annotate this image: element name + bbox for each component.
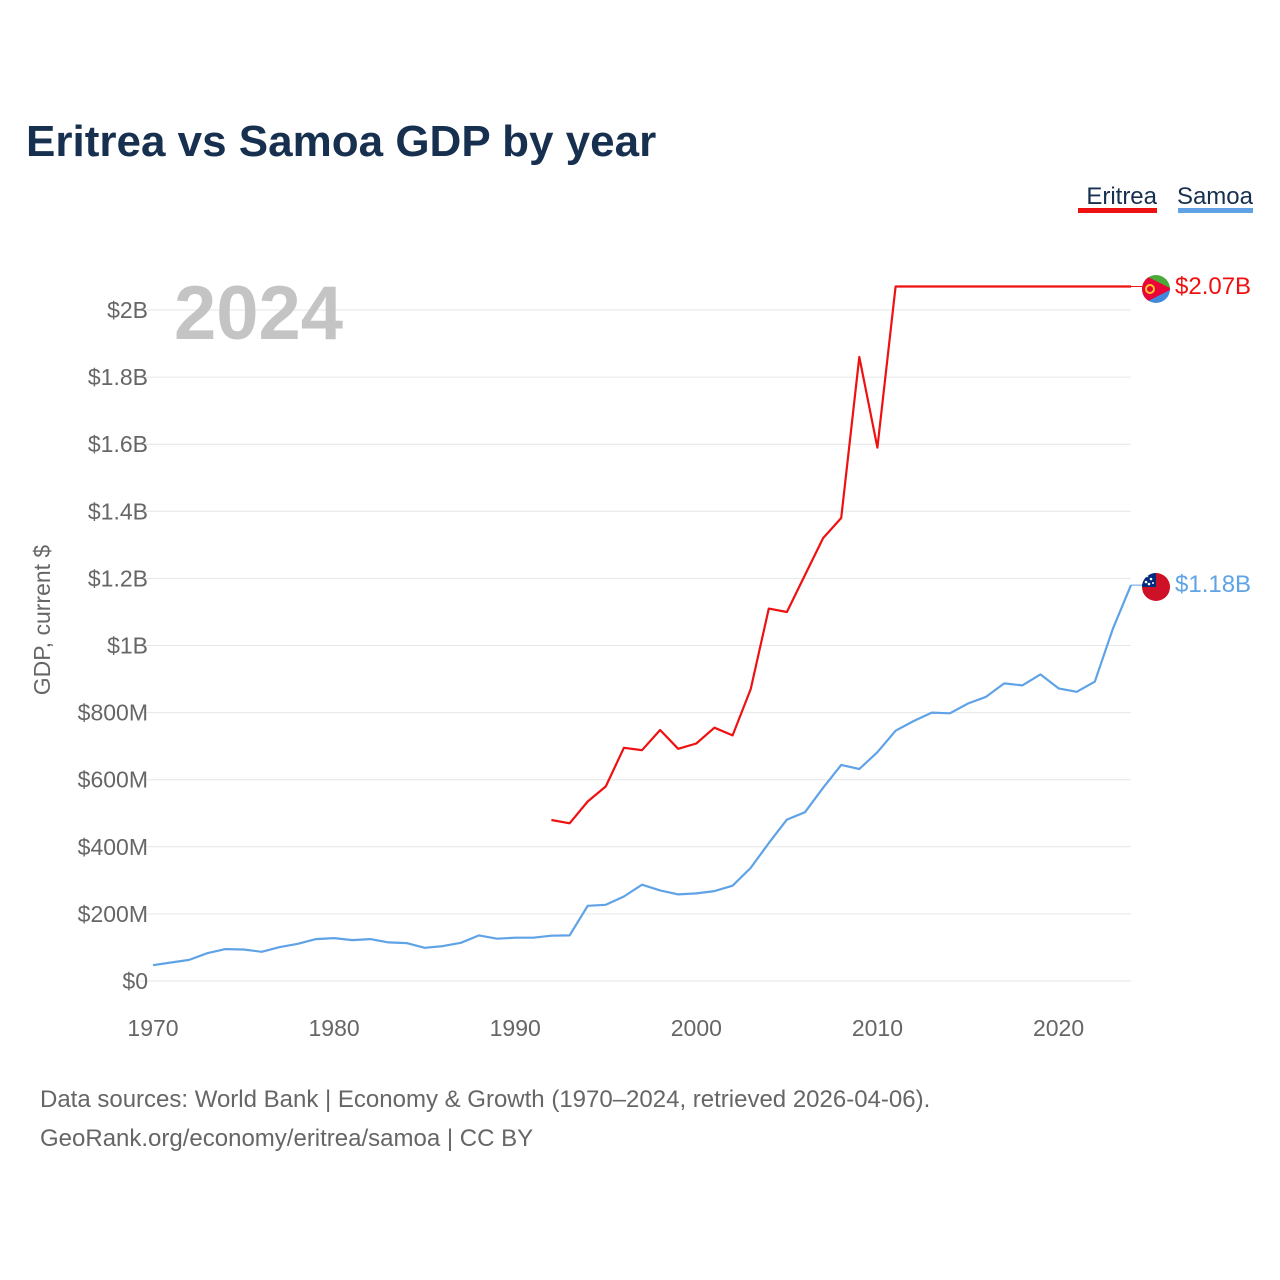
legend-label-eritrea: Eritrea: [1086, 183, 1157, 210]
legend-swatch-eritrea: [1078, 208, 1157, 213]
samoa-flag-icon: [1142, 573, 1170, 601]
y-tick-label: $2B: [107, 297, 148, 323]
y-tick-label: $1.6B: [88, 431, 148, 457]
gridlines: [140, 309, 1131, 982]
y-tick-label: $400M: [78, 834, 148, 860]
x-axis-ticks: 1970 1980 1990 2000 2010 2020: [127, 1015, 1084, 1041]
legend-swatch-samoa: [1178, 208, 1253, 213]
samoa-end-label: $1.18B: [1175, 571, 1251, 598]
source-note: Data sources: World Bank | Economy & Gro…: [40, 1080, 1240, 1158]
eritrea-flag-icon: [1142, 275, 1170, 303]
x-tick-label: 1980: [309, 1015, 360, 1041]
legend-label-samoa: Samoa: [1177, 183, 1254, 210]
year-label: 2024: [174, 271, 343, 356]
series-lines: [152, 285, 1142, 967]
legend-item-eritrea[interactable]: Eritrea: [1078, 183, 1158, 213]
y-tick-label: $600M: [78, 767, 148, 793]
y-axis-label: GDP, current $: [29, 545, 55, 696]
x-tick-label: 2020: [1033, 1015, 1084, 1041]
y-tick-label: $200M: [78, 901, 148, 927]
source-line-1: Data sources: World Bank | Economy & Gro…: [40, 1086, 931, 1113]
x-tick-label: 2000: [671, 1015, 722, 1041]
y-tick-label: $1.2B: [88, 565, 148, 591]
eritrea-end-label: $2.07B: [1175, 273, 1251, 300]
y-tick-label: $1.4B: [88, 498, 148, 524]
legend: Eritrea Samoa: [1078, 183, 1254, 213]
y-axis-ticks: $0 $200M $400M $600M $800M $1B $1.2B $1.4B $1.6B…: [78, 297, 148, 994]
x-tick-label: 2010: [852, 1015, 903, 1041]
x-tick-label: 1990: [490, 1015, 541, 1041]
series-line-samoa: [152, 584, 1133, 967]
source-line-2: GeoRank.org/economy/eritrea/samoa | CC B…: [40, 1125, 534, 1152]
x-tick-label: 1970: [127, 1015, 178, 1041]
legend-item-samoa[interactable]: Samoa: [1177, 183, 1254, 213]
series-line-eritrea: [551, 285, 1131, 825]
y-tick-label: $1B: [107, 633, 148, 659]
y-tick-label: $1.8B: [88, 364, 148, 390]
chart-title: Eritrea vs Samoa GDP by year: [26, 117, 656, 166]
y-tick-label: $0: [122, 968, 148, 994]
y-tick-label: $800M: [78, 700, 148, 726]
